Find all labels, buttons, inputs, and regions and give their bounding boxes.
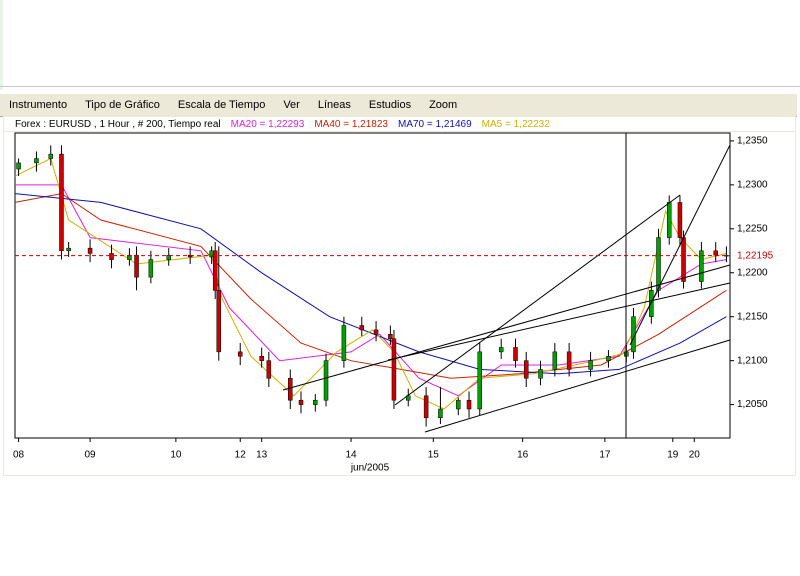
candle-body: [606, 356, 611, 361]
candle-body: [656, 237, 661, 291]
candle-body: [134, 254, 139, 278]
trendline: [424, 339, 731, 433]
chart-area: [4, 132, 795, 475]
menu-item[interactable]: Ver: [283, 99, 300, 111]
candle-body: [216, 290, 222, 353]
y-tick-label: 1,2100: [737, 355, 768, 366]
x-tick-label: 19: [667, 450, 679, 461]
x-tick-label: 14: [345, 450, 357, 461]
legend-entry: MA40 = 1,21823: [314, 119, 388, 130]
x-tick-label: 13: [256, 450, 268, 461]
candle-body: [677, 202, 683, 238]
legend-entry: MA5 = 1,22232: [482, 119, 551, 130]
trendline: [629, 144, 731, 346]
candle-body: [423, 395, 429, 419]
x-tick-label: 08: [13, 450, 25, 461]
candle-body: [538, 369, 543, 379]
candle-body: [566, 351, 572, 370]
y-tick-label: 1,2200: [737, 267, 768, 278]
ma-line: [14, 157, 727, 410]
x-tick-label: 09: [85, 450, 97, 461]
x-tick-label: 15: [428, 450, 440, 461]
candle-body: [649, 290, 654, 317]
candle-body: [313, 399, 318, 405]
y-tick-label: 1,2050: [737, 399, 768, 410]
candle-body: [666, 202, 672, 238]
candle-body: [456, 399, 461, 410]
trendline: [282, 264, 731, 391]
x-axis-label: jun/2005: [350, 463, 390, 474]
candle-body: [212, 250, 218, 291]
trendline: [394, 194, 681, 406]
candle-body: [109, 253, 114, 260]
ma-line: [15, 184, 727, 397]
info-line: Forex : EURUSD , 1 Hour , # 200, Tiempo …: [15, 119, 550, 130]
candle-body: [388, 334, 393, 339]
y-tick-label: 1,2300: [737, 179, 768, 190]
candle-body: [259, 356, 264, 361]
menu-item[interactable]: Tipo de Gráfico: [85, 99, 160, 111]
candle-body: [59, 153, 64, 252]
menu-item[interactable]: Zoom: [429, 99, 458, 111]
menu-bar: Instrumento Tipo de Gráfico Escala de Tiem…: [0, 93, 797, 117]
x-tick-label: 16: [517, 450, 529, 461]
chart-title: Forex : EURUSD , 1 Hour , # 200, Tiempo …: [15, 119, 221, 130]
current-price-label: 1,22195: [737, 250, 774, 261]
edge: [0, 0, 3, 90]
candle-body: [166, 254, 171, 260]
x-tick-label: 17: [599, 450, 611, 461]
candle-body: [373, 329, 379, 335]
candle-body: [466, 399, 472, 410]
candle-body: [498, 347, 504, 353]
menu-item[interactable]: Instrumento: [9, 99, 68, 111]
candle-body: [513, 347, 518, 361]
x-tick-label: 10: [170, 450, 182, 461]
menu-item[interactable]: Escala de Tiempo: [177, 99, 266, 111]
candle-body: [288, 377, 293, 401]
plot-border: [14, 132, 731, 439]
candle-body: [66, 247, 71, 252]
trendline: [387, 282, 731, 361]
candle-body: [438, 408, 443, 419]
legend-entry: MA20 = 1,22293: [231, 119, 305, 130]
candle-body: [588, 360, 593, 370]
candle-body: [323, 360, 329, 401]
candle-body: [341, 325, 347, 361]
candle-body: [699, 250, 704, 282]
y-tick-label: 1,2350: [737, 136, 768, 147]
menu-item[interactable]: Estudios: [368, 99, 412, 111]
candle-body: [391, 338, 397, 401]
candle-body: [148, 259, 154, 278]
candle-body: [266, 360, 272, 379]
candle-body: [87, 247, 93, 254]
candle-body: [48, 153, 53, 159]
y-tick-label: 1,2150: [737, 311, 768, 322]
menu-item[interactable]: Líneas: [317, 99, 351, 111]
x-tick-label: 12: [235, 450, 247, 461]
ma-line: [14, 193, 727, 379]
legend-entry: MA70 = 1,21469: [398, 119, 472, 130]
candle-body: [16, 162, 21, 170]
info-bar: [4, 117, 795, 131]
candle-body: [681, 237, 686, 282]
candle-body: [552, 351, 558, 370]
candle-body: [34, 158, 39, 164]
candle-body: [237, 351, 243, 357]
candle-body: [523, 360, 529, 379]
x-tick-label: 20: [689, 450, 701, 461]
candle-body: [477, 351, 482, 410]
y-tick-label: 1,2250: [737, 223, 768, 234]
candle-body: [359, 325, 365, 331]
candle-body: [713, 250, 718, 256]
separator: [0, 86, 800, 87]
candle-body: [298, 399, 304, 405]
